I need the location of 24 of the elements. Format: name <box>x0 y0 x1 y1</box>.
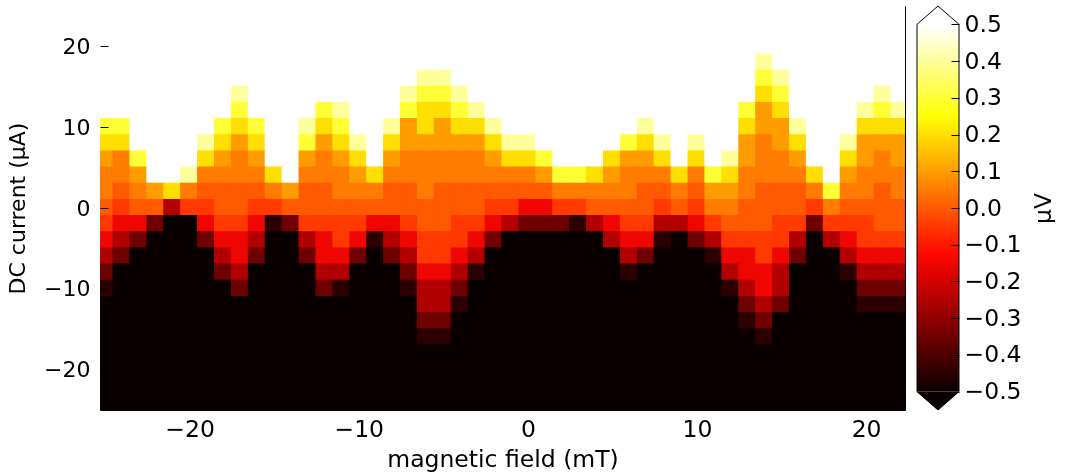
x-tick-label: −20 <box>165 414 215 443</box>
x-tick-label: 10 <box>682 414 713 443</box>
color-bar-label: 0.5 <box>964 9 1002 38</box>
color-bar-label: −0.4 <box>964 340 1022 369</box>
x-tick-label: 20 <box>851 414 882 443</box>
color-bar-label: 0.4 <box>964 46 1002 75</box>
color-bar-label: 0.0 <box>964 193 1002 222</box>
color-bar-label: 0.1 <box>964 156 1002 185</box>
color-bar-label: −0.3 <box>964 303 1022 332</box>
y-tick-label: 0 <box>76 195 91 221</box>
x-tick-label: 0 <box>520 414 536 443</box>
x-tick-label: −10 <box>334 414 385 443</box>
color-bar-label: −0.5 <box>964 377 1022 406</box>
y-axis-title: DC current (µA) <box>5 122 31 295</box>
x-axis-title: magnetic field (mT) <box>387 445 619 472</box>
color-bar-label: −0.2 <box>964 266 1022 295</box>
y-tick-label: 20 <box>62 33 91 59</box>
color-bar-title: µV <box>1028 192 1057 225</box>
y-tick-label: −10 <box>44 276 91 302</box>
y-tick-label: 10 <box>62 114 91 140</box>
color-bar-label: 0.2 <box>964 120 1002 149</box>
color-bar-label: −0.1 <box>964 230 1022 259</box>
color-bar-label: 0.3 <box>964 83 1002 112</box>
y-tick-label: −20 <box>44 357 91 383</box>
